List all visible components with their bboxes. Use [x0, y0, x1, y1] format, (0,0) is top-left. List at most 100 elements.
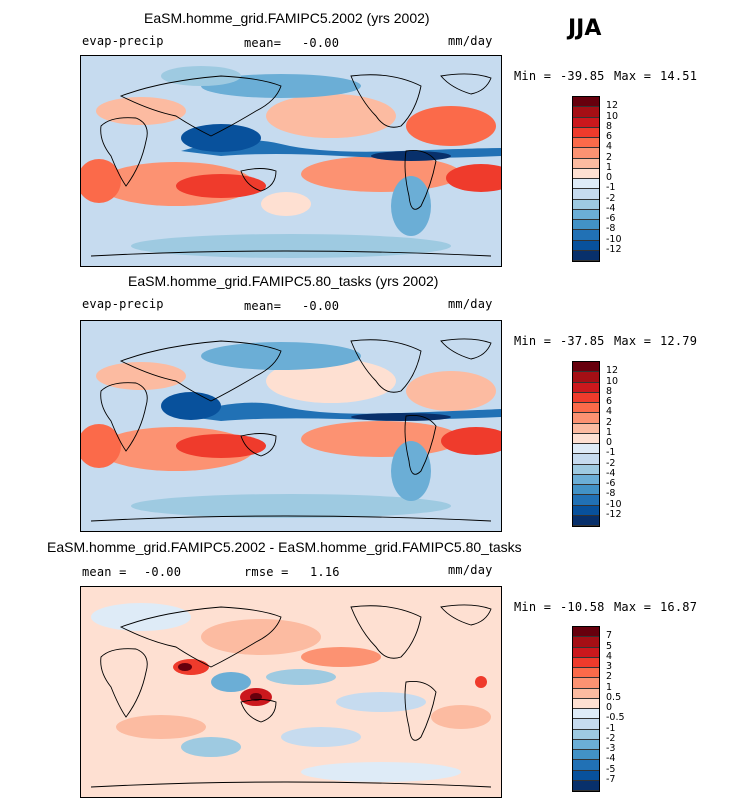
panel1-min-label: Min = [514, 69, 552, 83]
panel2-map-field [81, 321, 501, 531]
colorbar-tick-label: 12 [606, 100, 619, 112]
field-blob [266, 359, 396, 403]
colorbar-segment [573, 688, 599, 699]
field-blob [281, 727, 361, 747]
colorbar-tick-label: -7 [606, 773, 616, 785]
colorbar-tick-label: 0 [606, 172, 613, 183]
colorbar-tick-label: 4 [606, 141, 613, 153]
panel1-mean-value: -0.00 [302, 36, 340, 50]
colorbar-segment [573, 138, 599, 149]
colorbar-tick-label: -10 [606, 233, 622, 245]
coastlines [90, 73, 492, 257]
colorbar-segment [573, 474, 599, 485]
colorbar-segment [573, 760, 599, 771]
panel1-mean-label: mean= [244, 36, 282, 50]
field-blob [406, 106, 496, 146]
coastlines [90, 338, 492, 522]
colorbar-tick-label: -10 [606, 498, 622, 510]
colorbar-tick-label: 2 [606, 151, 613, 163]
panel1-map [80, 55, 502, 267]
colorbar-tick-label: -1 [606, 447, 616, 459]
field-blob [181, 124, 261, 152]
panel3-map [80, 586, 502, 798]
colorbar-tick-label: -4 [606, 467, 616, 479]
colorbar-tick-label: 4 [606, 650, 613, 662]
colorbar-tick-label: -2 [606, 457, 616, 469]
panel3-min-value: -10.58 [560, 600, 605, 614]
colorbar-segment [573, 464, 599, 475]
colorbar-tick-label: -8 [606, 488, 616, 500]
colorbar-tick-label: 12 [606, 365, 619, 377]
colorbar-segment [573, 362, 599, 373]
colorbar-tick-label: 1 [606, 681, 613, 693]
colorbar-tick-label: -8 [606, 223, 616, 235]
field-blob [475, 676, 487, 688]
panel3-mean-value: -0.00 [144, 565, 182, 579]
panel3-map-field [81, 587, 501, 797]
panel2-map [80, 320, 502, 532]
panel3-min-label: Min = [514, 600, 552, 614]
colorbar-segment [573, 127, 599, 138]
colorbar-tick-label: 6 [606, 396, 613, 407]
field-blob [250, 693, 262, 701]
colorbar-segment [573, 739, 599, 750]
field-blob [178, 663, 192, 671]
panel1-max-value: 14.51 [660, 69, 698, 83]
panel2-min-value: -37.85 [560, 334, 605, 348]
colorbar-segment [573, 454, 599, 465]
colorbar-segment [573, 117, 599, 128]
field-blob [301, 647, 381, 667]
panel2-title: EaSM.homme_grid.FAMIPC5.80_tasks (yrs 20… [128, 273, 439, 289]
field-blob [446, 164, 501, 192]
colorbar-tick-label: 7 [606, 630, 613, 642]
panel3-rmse-value: 1.16 [310, 565, 340, 579]
field-blob [201, 342, 361, 370]
colorbar-segment [573, 230, 599, 241]
colorbar-segment [573, 392, 599, 403]
colorbar-tick-label: -3 [606, 743, 616, 754]
colorbar-segment [573, 515, 599, 526]
field-blob [406, 371, 496, 411]
colorbar-tick-label: 0 [606, 437, 613, 448]
colorbar-segment [573, 495, 599, 506]
panel2-max-value: 12.79 [660, 334, 698, 348]
colorbar-tick-label: -2 [606, 192, 616, 204]
field-blob [441, 427, 501, 455]
colorbar-segment [573, 770, 599, 781]
panel3-mean-label: mean = [82, 565, 127, 579]
colorbar-segment [573, 433, 599, 444]
field-blob [161, 66, 241, 86]
field-blob [161, 392, 221, 420]
colorbar-segment [573, 189, 599, 200]
panel1-colorbar [572, 96, 600, 262]
colorbar-segment [573, 403, 599, 414]
colorbar-tick-label: 1 [606, 161, 613, 173]
panel3-max-value: 16.87 [660, 600, 698, 614]
colorbar-tick-label: 8 [606, 385, 613, 397]
colorbar-tick-label: -6 [606, 478, 616, 489]
panel1-min-value: -39.85 [560, 69, 605, 83]
panel2-mean-label: mean= [244, 299, 282, 313]
colorbar-segment [573, 179, 599, 190]
colorbar-segment [573, 444, 599, 455]
colorbar-tick-label: 5 [606, 640, 613, 652]
colorbar-segment [573, 413, 599, 424]
colorbar-tick-label: -1 [606, 722, 616, 734]
field-blob [116, 715, 206, 739]
colorbar-segment [573, 780, 599, 791]
colorbar-segment [573, 148, 599, 159]
colorbar-tick-label: -4 [606, 753, 616, 765]
colorbar-segment [573, 220, 599, 231]
field-blob [266, 669, 336, 685]
colorbar-segment [573, 729, 599, 740]
colorbar-tick-label: -6 [606, 213, 616, 224]
colorbar-segment [573, 647, 599, 658]
panel2-colorbar [572, 361, 600, 527]
colorbar-tick-label: 0 [606, 702, 613, 713]
panel2-max-label: Max = [614, 334, 652, 348]
field-blob [301, 156, 461, 192]
colorbar-segment [573, 709, 599, 720]
colorbar-tick-label: -0.5 [606, 712, 625, 724]
colorbar-segment [573, 485, 599, 496]
panel2-units: mm/day [448, 297, 493, 311]
